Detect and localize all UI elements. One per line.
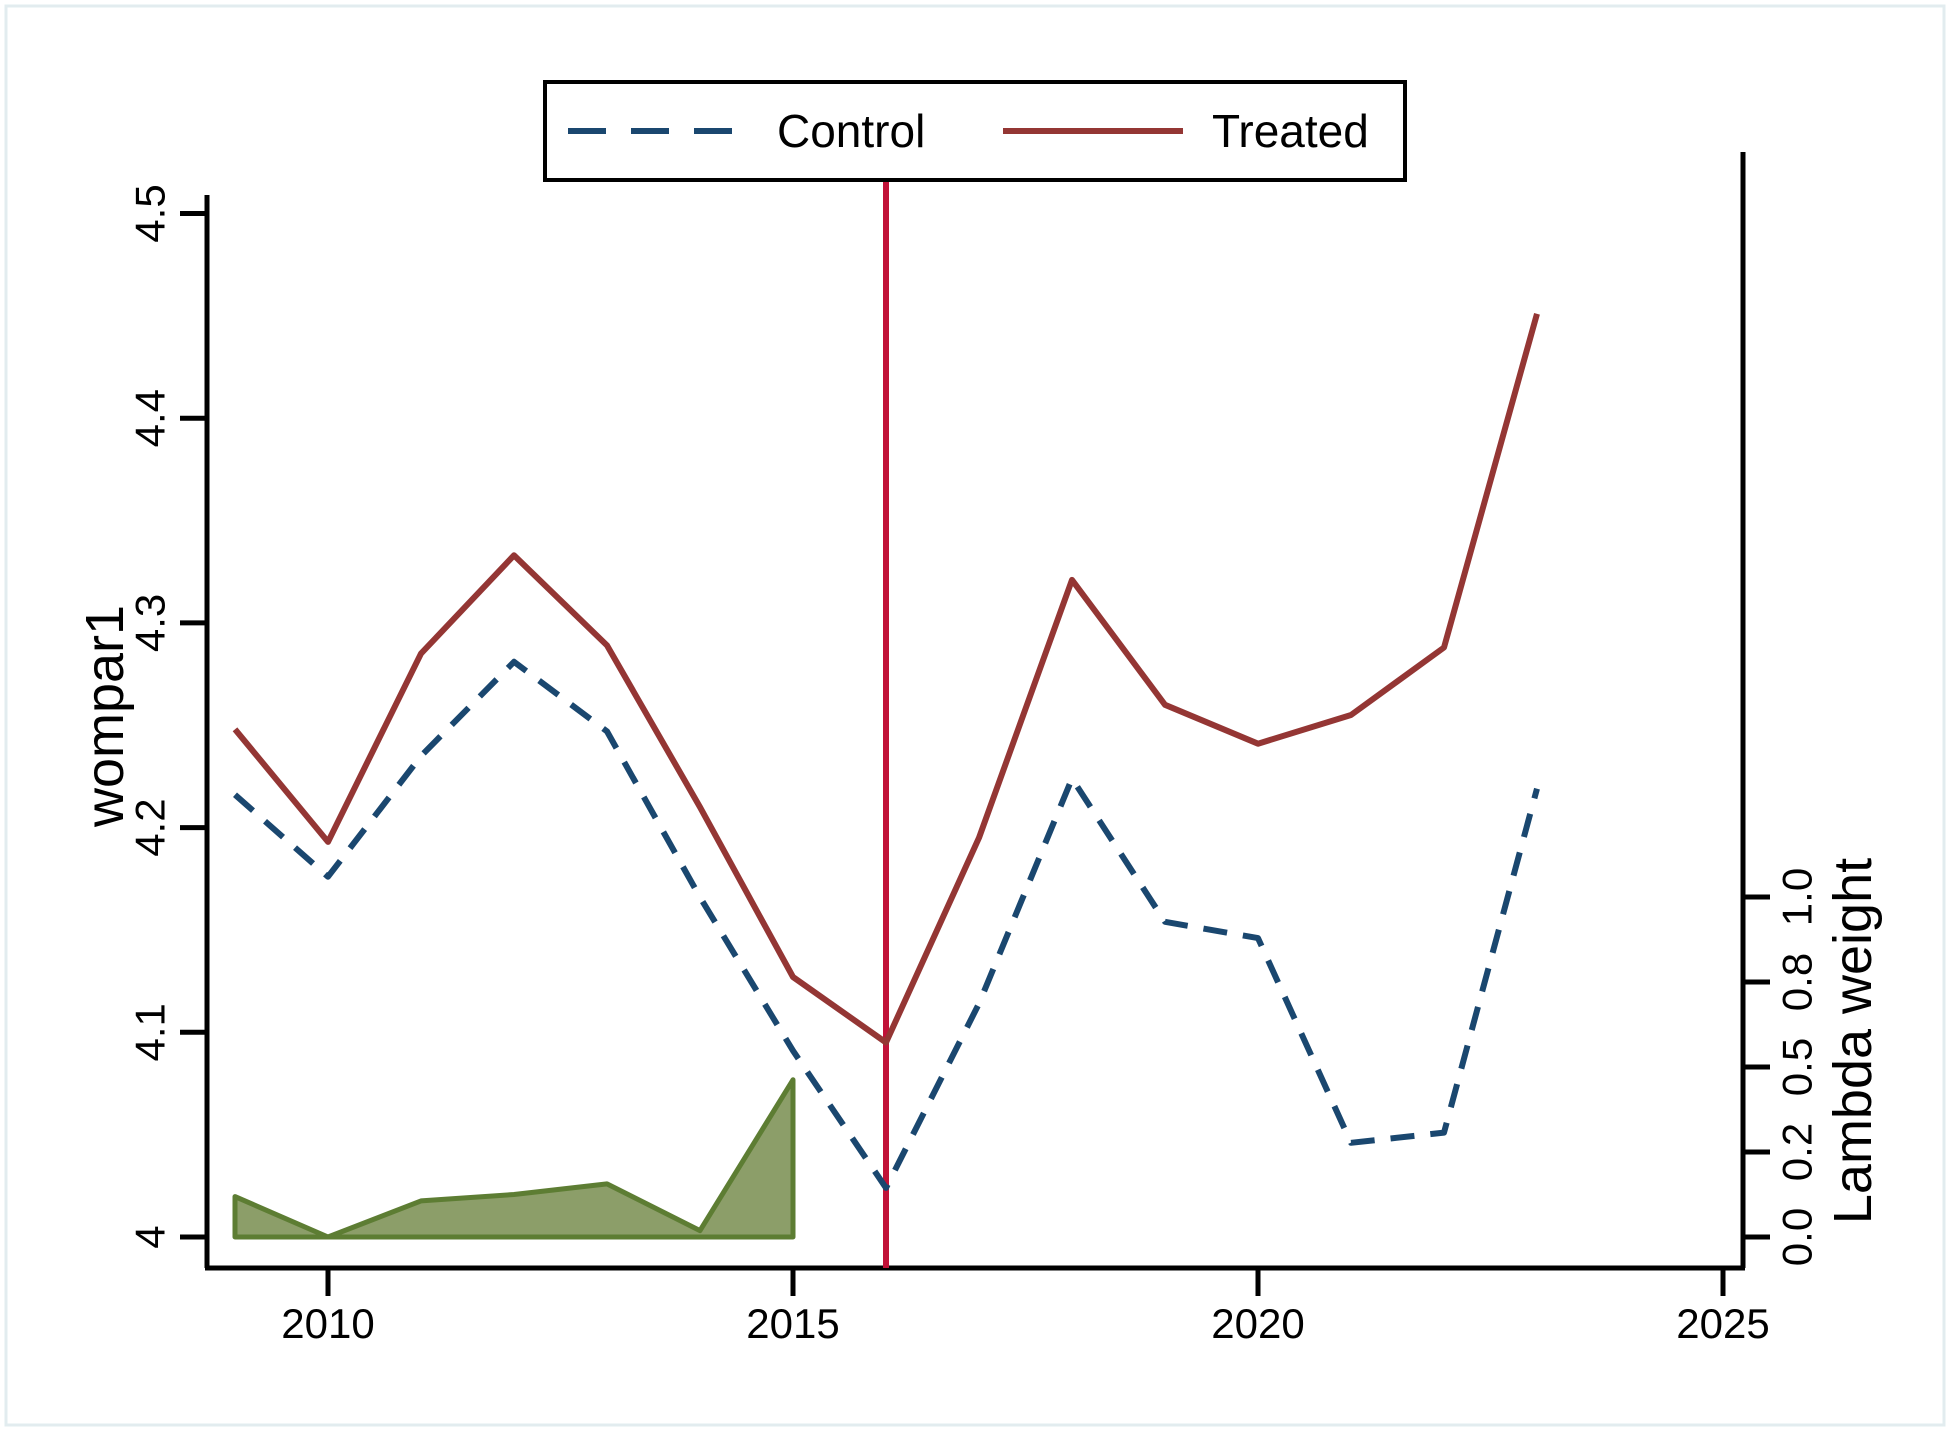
y-tick-label: 4 xyxy=(127,1225,174,1248)
y-tick-label: 4.5 xyxy=(127,184,174,242)
treated-series-line xyxy=(232,312,1540,1046)
lambda-tick-label: 0.5 xyxy=(1774,1038,1821,1096)
lambda-axis-title: Lambda weight xyxy=(1823,858,1883,1224)
lambda-tick-label: 1.0 xyxy=(1774,868,1821,926)
legend-control-label: Control xyxy=(777,105,925,157)
lambda-tick-label: 0.8 xyxy=(1774,953,1821,1011)
legend: Control Treated xyxy=(543,80,1407,182)
y-tick-label: 4.2 xyxy=(127,798,174,856)
plot-area: 2010 2015 2020 2025 4 4.1 4.2 4.3 4.4 4.5 0.0 0.2 0.… xyxy=(127,152,1821,1347)
x-tick-label: 2010 xyxy=(281,1300,374,1347)
y-tick-label: 4.3 xyxy=(127,594,174,652)
y-tick-label: 4.4 xyxy=(127,389,174,447)
lambda-weight-area xyxy=(232,1077,796,1240)
legend-treated-label: Treated xyxy=(1212,105,1369,157)
figure-frame xyxy=(4,4,1946,1427)
lambda-tick-label: 0.0 xyxy=(1774,1208,1821,1266)
y-axis-title: wompar1 xyxy=(75,605,135,828)
x-tick-label: 2020 xyxy=(1211,1300,1304,1347)
x-tick-label: 2025 xyxy=(1676,1300,1769,1347)
control-series-line xyxy=(233,658,1540,1191)
legend-box xyxy=(543,80,1407,182)
y-tick-label: 4.1 xyxy=(127,1003,174,1061)
lambda-tick-label: 0.2 xyxy=(1774,1123,1821,1181)
x-tick-label: 2015 xyxy=(746,1300,839,1347)
